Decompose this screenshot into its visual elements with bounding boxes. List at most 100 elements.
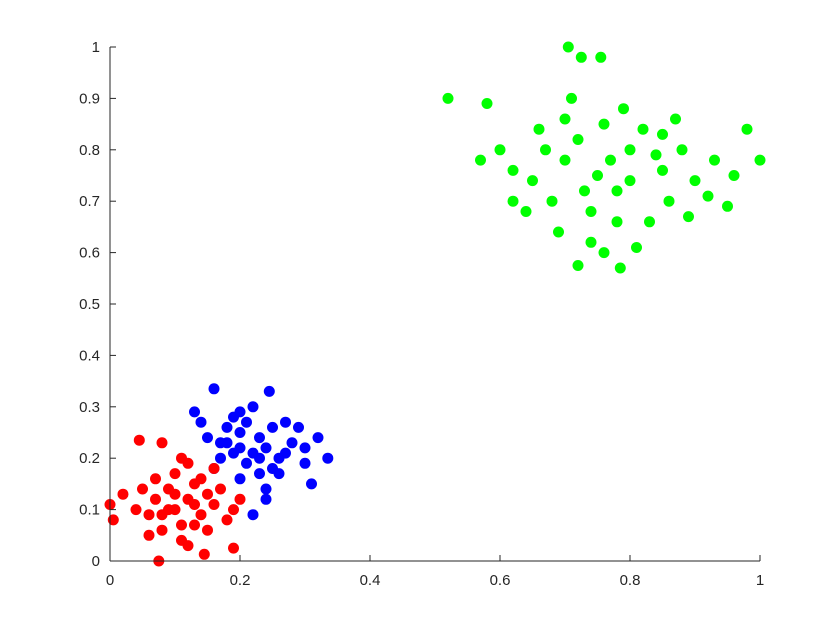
data-point: [533, 123, 545, 135]
data-point: [676, 144, 688, 156]
data-point: [650, 149, 662, 161]
data-point: [241, 457, 252, 469]
data-point: [133, 434, 145, 446]
data-point: [286, 437, 298, 449]
data-point: [683, 211, 694, 223]
data-point: [267, 421, 278, 433]
data-point: [215, 437, 226, 449]
data-point: [579, 185, 590, 197]
data-point: [221, 421, 233, 433]
data-point: [189, 499, 200, 510]
data-point: [624, 144, 636, 156]
data-point: [221, 514, 233, 526]
data-point: [481, 98, 493, 109]
data-point: [234, 406, 246, 418]
data-point: [198, 548, 210, 560]
data-point: [572, 260, 584, 271]
data-point: [176, 452, 187, 464]
data-point: [195, 416, 207, 428]
data-point: [520, 206, 532, 217]
data-point: [299, 442, 311, 454]
data-point: [215, 483, 226, 495]
data-point: [475, 154, 486, 166]
data-point: [592, 170, 603, 181]
data-point: [611, 216, 623, 228]
data-point: [702, 190, 714, 202]
y-tick-label: 0.9: [79, 90, 100, 107]
data-point: [182, 540, 194, 552]
data-point: [741, 123, 753, 135]
data-point: [507, 195, 519, 207]
data-point: [234, 427, 246, 438]
data-point: [202, 488, 213, 500]
y-tick-label: 0.5: [79, 296, 100, 313]
y-tick-label: 1: [92, 39, 100, 56]
data-point: [754, 154, 766, 166]
data-point: [254, 468, 265, 480]
data-point: [150, 493, 161, 505]
data-point: [299, 457, 311, 469]
data-point: [689, 175, 701, 187]
data-point: [263, 385, 275, 397]
data-point: [228, 447, 239, 459]
data-point: [156, 524, 168, 536]
data-point: [624, 175, 636, 187]
data-point: [169, 488, 181, 500]
data-point: [546, 195, 558, 207]
data-point: [273, 468, 285, 480]
data-point: [150, 473, 161, 485]
data-point: [189, 406, 200, 418]
data-point: [562, 41, 574, 53]
data-point: [208, 463, 220, 474]
data-point: [598, 247, 610, 259]
y-tick-label: 0.2: [79, 450, 100, 467]
data-point: [598, 118, 610, 130]
data-point: [189, 519, 200, 531]
data-point: [176, 519, 187, 531]
data-point: [312, 432, 324, 444]
data-point: [130, 504, 142, 516]
y-tick-label: 0.8: [79, 142, 100, 159]
data-point: [107, 514, 119, 526]
data-point: [195, 509, 207, 521]
data-point: [631, 242, 642, 253]
data-point: [117, 488, 129, 500]
y-tick-label: 0.1: [79, 502, 100, 519]
data-point: [143, 529, 155, 541]
data-point: [442, 92, 454, 104]
data-point: [585, 236, 597, 248]
data-point: [260, 483, 272, 495]
data-point: [618, 103, 629, 115]
data-point: [527, 175, 538, 187]
data-point: [208, 499, 220, 510]
data-point: [280, 416, 291, 428]
data-point: [611, 185, 623, 197]
data-point: [169, 468, 181, 480]
data-point: [553, 226, 564, 238]
x-tick-label: 0: [106, 572, 114, 589]
data-point: [540, 144, 551, 156]
data-point: [322, 452, 334, 464]
data-point: [195, 473, 207, 485]
data-point: [575, 51, 587, 63]
data-point: [247, 401, 259, 413]
data-point: [585, 206, 597, 217]
data-point: [293, 421, 304, 433]
data-point: [722, 200, 733, 212]
data-point: [663, 195, 675, 207]
y-tick-label: 0.6: [79, 245, 100, 262]
data-point: [670, 113, 681, 125]
data-point: [657, 164, 668, 176]
data-point: [709, 154, 720, 166]
x-tick-label: 0.2: [230, 572, 251, 589]
data-point: [260, 442, 272, 454]
axes-layer: 0 0.2 0.4 0.6 0.8 1 0 0.1 0.2 0.3 0.4 0.5 0.6 0.7 0.8 0…: [79, 39, 764, 589]
y-tick-label: 0.3: [79, 399, 100, 416]
x-tick-label: 0.6: [490, 572, 511, 589]
data-point: [202, 432, 213, 444]
y-tick-label: 0: [92, 553, 100, 570]
y-tick-label: 0.4: [79, 347, 100, 364]
data-point: [559, 154, 571, 166]
data-point: [254, 452, 265, 464]
